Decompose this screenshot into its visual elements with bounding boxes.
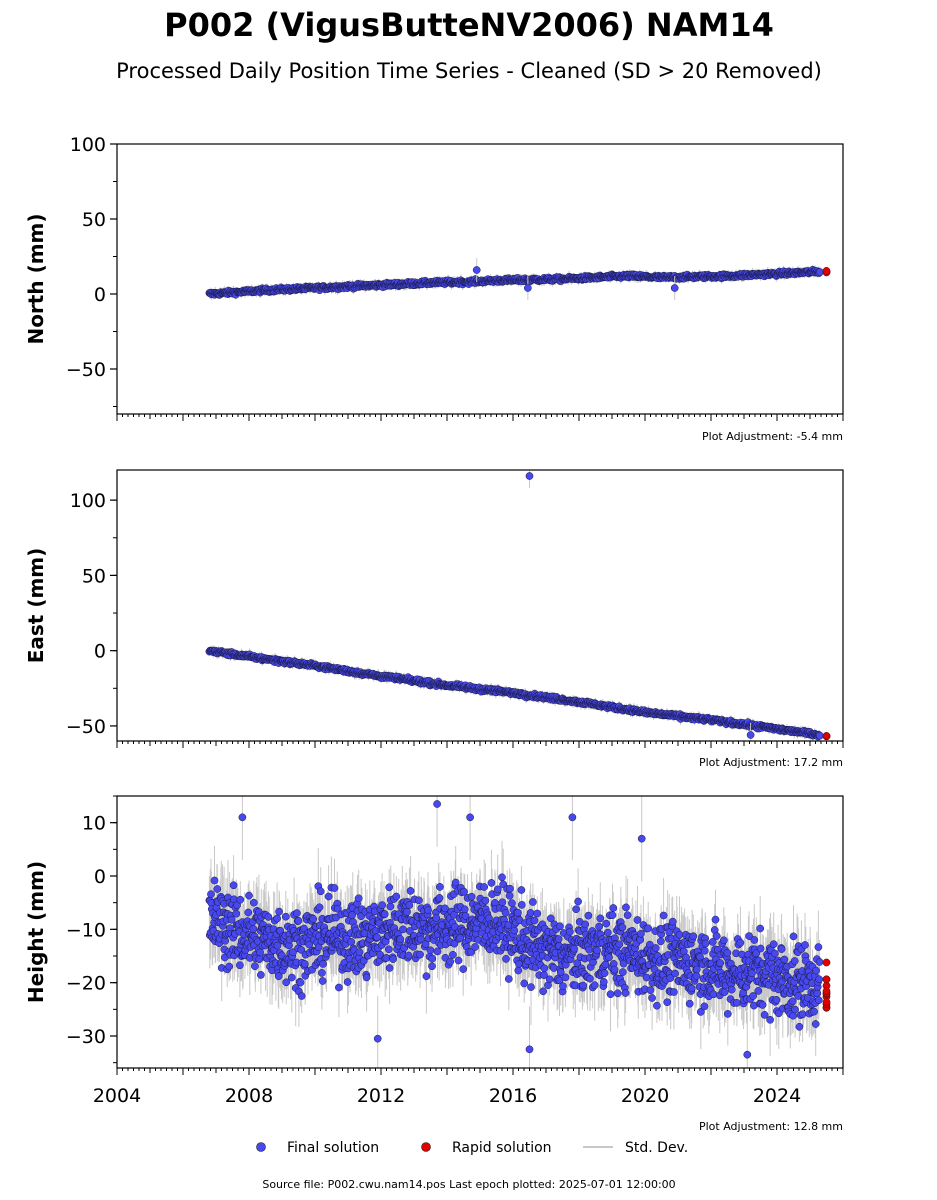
final-points [205, 646, 824, 741]
plot-adjustment: Plot Adjustment: 17.2 mm [699, 756, 843, 769]
outlier-point [670, 284, 679, 292]
rapid-points [822, 732, 831, 741]
y-tick-label: −50 [66, 716, 106, 738]
final-point [816, 268, 824, 276]
plot-frame [116, 469, 844, 742]
outlier-point [472, 266, 481, 274]
y-tick-label: 50 [82, 209, 106, 231]
plot-area [205, 258, 831, 300]
panel-0: 100 50 0 −50 North (mm) Plot Adjustment: -5.4… [24, 134, 844, 443]
y-tick-label: 50 [82, 565, 106, 587]
plot-area [205, 470, 831, 741]
outlier-point [746, 731, 755, 739]
outlier-point [525, 472, 534, 480]
y-axis-label: East (mm) [24, 548, 48, 664]
rapid-points [822, 267, 831, 277]
figure-subtitle: Processed Daily Position Time Series - C… [116, 59, 822, 83]
y-tick-label: 100 [70, 490, 106, 512]
figure-title: P002 (VigusButteNV2006) NAM14 [164, 6, 774, 44]
y-tick-label: 0 [94, 284, 106, 306]
final-point [816, 731, 824, 740]
rapid-point [822, 732, 831, 740]
y-tick-label: −50 [66, 359, 106, 381]
plot-adjustment: Plot Adjustment: -5.4 mm [702, 430, 843, 443]
rapid-point [822, 267, 831, 275]
plot-area [205, 796, 831, 1068]
y-tick-label: 0 [94, 641, 106, 663]
y-axis-label: North (mm) [24, 213, 48, 344]
outlier-point [524, 284, 532, 292]
panel-1: 100 50 0 −50 East (mm) Plot Adjustment: 17.2 … [24, 469, 844, 769]
y-tick-label: 100 [70, 134, 106, 156]
final-points [205, 265, 824, 299]
